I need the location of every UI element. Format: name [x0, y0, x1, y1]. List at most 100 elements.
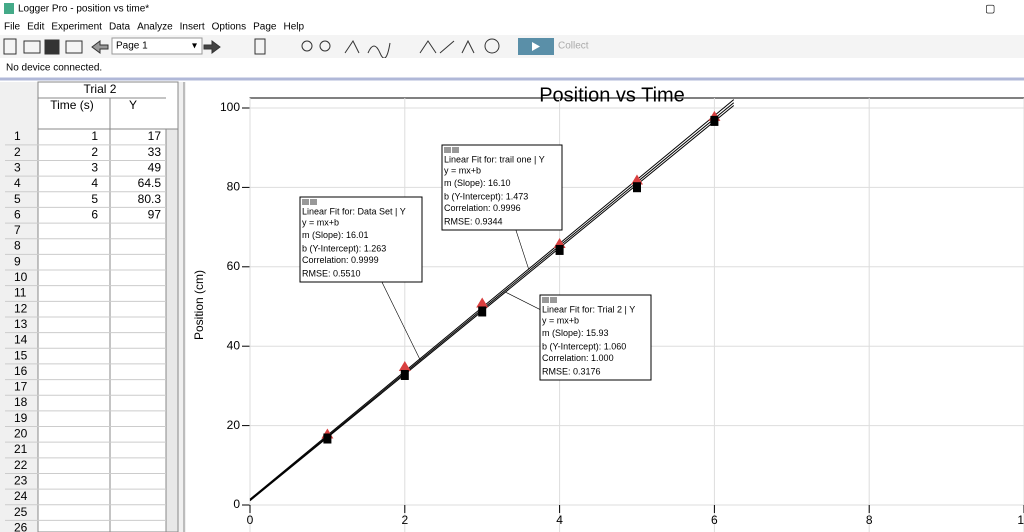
y-tick-label: 40 [227, 338, 241, 352]
row-number: 2 [14, 145, 21, 159]
cell: 2 [91, 145, 98, 159]
restore-button[interactable]: ▢ [985, 3, 995, 15]
dropdown-arrow: ▾ [192, 41, 197, 52]
collect-label: Collect [558, 41, 589, 52]
table-header [37, 81, 179, 130]
table-body [37, 128, 167, 532]
play-icon [532, 42, 540, 51]
stat-label: b (Y-Intercept): [302, 244, 361, 254]
row-number: 22 [14, 458, 28, 472]
fit-equation: y = mx+b [444, 165, 481, 175]
options-button[interactable] [550, 297, 557, 303]
fit-stat: Correlation: 0.9996 [444, 203, 521, 213]
stat-value: 0.9344 [475, 217, 503, 227]
back-arrow[interactable] [91, 40, 109, 54]
row-number: 3 [14, 160, 21, 174]
fit-stat: RMSE: 0.5510 [302, 269, 361, 279]
row-number: 23 [14, 473, 28, 487]
menu-item[interactable]: File [4, 22, 21, 33]
fit-equation: y = mx+b [542, 315, 579, 325]
point [476, 297, 489, 308]
page-select[interactable] [111, 37, 203, 55]
row-number: 1 [14, 129, 21, 143]
x-tick-label: 2 [401, 513, 408, 527]
analysis-icons[interactable] [344, 40, 391, 59]
calc-icon[interactable] [254, 38, 266, 55]
row-number: 18 [14, 395, 28, 409]
close-button[interactable] [444, 147, 451, 153]
fit-box[interactable] [299, 196, 423, 283]
fit-title: Linear Fit for: trail one | Y [444, 154, 545, 164]
fit-stat: RMSE: 0.3176 [542, 367, 601, 377]
menu-item[interactable]: Page [253, 22, 277, 33]
x-tick-label: 0 [247, 513, 254, 527]
menu-item[interactable]: Help [283, 22, 304, 33]
chart-title: Position vs Time [539, 84, 685, 106]
row-number: 25 [14, 505, 28, 519]
scrollbar[interactable] [165, 128, 179, 532]
fit-stat: b (Y-Intercept): 1.473 [444, 192, 528, 202]
row-number: 6 [14, 207, 21, 221]
page-select-label: Page 1 [116, 41, 148, 52]
cell: 33 [148, 145, 162, 159]
row-number: 15 [14, 348, 28, 362]
row-number: 4 [14, 176, 21, 190]
toolbar [0, 35, 1024, 58]
close-button[interactable] [542, 297, 549, 303]
point [398, 361, 411, 372]
stat-label: b (Y-Intercept): [542, 342, 601, 352]
stat-label: m (Slope): [542, 328, 584, 338]
stat-value: 1.473 [506, 192, 529, 202]
close-button[interactable] [302, 199, 309, 205]
stat-label: RMSE: [542, 367, 571, 377]
cell: 97 [148, 207, 162, 221]
row-number: 11 [14, 286, 27, 300]
menu-item[interactable]: Insert [180, 22, 205, 33]
fit-equation: y = mx+b [302, 217, 339, 227]
fit-box[interactable] [539, 294, 652, 381]
row-number: 24 [14, 489, 28, 503]
fit-stat: Correlation: 0.9999 [302, 255, 379, 265]
fit-stat: m (Slope): 15.93 [542, 328, 609, 338]
stat-value: 0.9999 [351, 255, 379, 265]
fit-title: Linear Fit for: Trial 2 | Y [542, 304, 635, 314]
cell: 6 [91, 207, 98, 221]
menu-item[interactable]: Edit [27, 22, 44, 33]
fit-line [249, 99, 735, 500]
forward-arrow[interactable] [203, 40, 221, 54]
menu-item[interactable]: Options [212, 22, 246, 33]
options-button[interactable] [310, 199, 317, 205]
row-number: 12 [14, 301, 28, 315]
fit-box[interactable] [441, 144, 563, 231]
new-icon[interactable] [3, 38, 17, 55]
menu-item[interactable]: Data [109, 22, 131, 33]
options-button[interactable] [452, 147, 459, 153]
x-tick-label: 10 [1017, 513, 1024, 527]
fit-stat: b (Y-Intercept): 1.263 [302, 244, 386, 254]
zoom-in[interactable] [301, 40, 313, 52]
fit-icons[interactable] [419, 39, 475, 54]
save-icon[interactable] [44, 39, 60, 55]
x-tick-label: 4 [556, 513, 563, 527]
fit-stat: Correlation: 1.000 [542, 353, 614, 363]
stat-value: 0.5510 [333, 269, 361, 279]
menu-item[interactable]: Experiment [51, 22, 102, 33]
menu-item[interactable]: Analyze [137, 22, 173, 33]
zoom-out[interactable] [319, 40, 331, 52]
y-axis-label: Position (cm) [192, 270, 206, 340]
point [555, 244, 564, 255]
cell: 49 [148, 160, 162, 174]
row-number: 8 [14, 239, 21, 253]
fit-stat: m (Slope): 16.10 [444, 178, 511, 188]
open-icon[interactable] [23, 40, 41, 54]
fit-stat: RMSE: 0.9344 [444, 217, 503, 227]
stat-label: Correlation: [444, 203, 491, 213]
stat-value: 1.263 [364, 244, 387, 254]
clock-icon[interactable] [484, 38, 500, 54]
cell: 80.3 [138, 192, 162, 206]
window-title: Logger Pro - position vs time* [18, 4, 149, 15]
print-icon[interactable] [65, 40, 83, 54]
